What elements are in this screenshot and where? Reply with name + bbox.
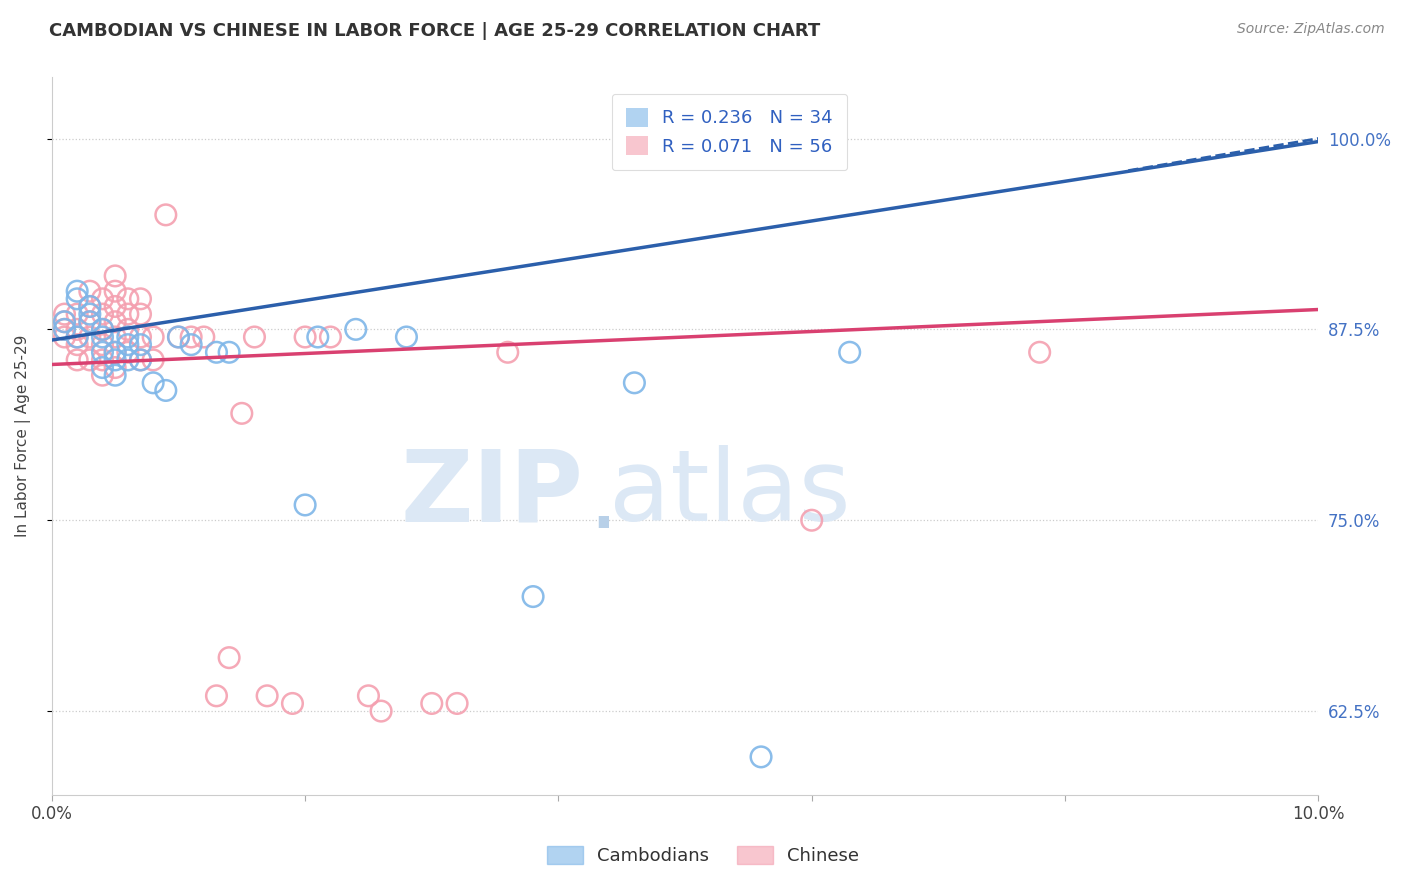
- Y-axis label: In Labor Force | Age 25-29: In Labor Force | Age 25-29: [15, 335, 31, 538]
- Point: [104, 284, 127, 298]
- Point: [307, 330, 329, 344]
- Point: [420, 697, 443, 711]
- Point: [53, 315, 76, 329]
- Text: ZIP: ZIP: [401, 445, 583, 542]
- Point: [104, 345, 127, 359]
- Text: CAMBODIAN VS CHINESE IN LABOR FORCE | AGE 25-29 CORRELATION CHART: CAMBODIAN VS CHINESE IN LABOR FORCE | AG…: [49, 22, 821, 40]
- Text: .: .: [586, 452, 619, 549]
- Point: [91, 360, 114, 375]
- Point: [117, 345, 139, 359]
- Point: [66, 352, 89, 367]
- Point: [104, 352, 127, 367]
- Point: [129, 337, 152, 351]
- Point: [91, 337, 114, 351]
- Point: [256, 689, 278, 703]
- Point: [117, 307, 139, 321]
- Point: [53, 322, 76, 336]
- Point: [91, 322, 114, 336]
- Point: [155, 384, 177, 398]
- Point: [167, 330, 190, 344]
- Point: [395, 330, 418, 344]
- Point: [117, 330, 139, 344]
- Point: [205, 345, 228, 359]
- Point: [294, 330, 316, 344]
- Point: [104, 315, 127, 329]
- Point: [79, 352, 101, 367]
- Point: [496, 345, 519, 359]
- Point: [129, 307, 152, 321]
- Point: [167, 330, 190, 344]
- Point: [129, 352, 152, 367]
- Point: [79, 330, 101, 344]
- Point: [623, 376, 645, 390]
- Point: [243, 330, 266, 344]
- Point: [142, 376, 165, 390]
- Point: [180, 330, 202, 344]
- Point: [66, 322, 89, 336]
- Point: [281, 697, 304, 711]
- Point: [104, 330, 127, 344]
- Point: [91, 368, 114, 383]
- Point: [117, 337, 139, 351]
- Point: [66, 337, 89, 351]
- Point: [66, 330, 89, 344]
- Point: [319, 330, 342, 344]
- Text: Source: ZipAtlas.com: Source: ZipAtlas.com: [1237, 22, 1385, 37]
- Point: [104, 360, 127, 375]
- Point: [79, 284, 101, 298]
- Point: [53, 330, 76, 344]
- Point: [749, 750, 772, 764]
- Point: [53, 307, 76, 321]
- Point: [1028, 345, 1050, 359]
- Point: [66, 292, 89, 306]
- Text: atlas: atlas: [609, 445, 851, 542]
- Point: [53, 315, 76, 329]
- Point: [53, 322, 76, 336]
- Point: [142, 352, 165, 367]
- Point: [91, 322, 114, 336]
- Point: [800, 513, 823, 527]
- Point: [129, 352, 152, 367]
- Point: [344, 322, 367, 336]
- Point: [129, 330, 152, 344]
- Point: [357, 689, 380, 703]
- Point: [66, 284, 89, 298]
- Point: [294, 498, 316, 512]
- Point: [370, 704, 392, 718]
- Point: [180, 337, 202, 351]
- Point: [142, 330, 165, 344]
- Point: [79, 315, 101, 329]
- Point: [129, 292, 152, 306]
- Legend: R = 0.236   N = 34, R = 0.071   N = 56: R = 0.236 N = 34, R = 0.071 N = 56: [612, 94, 848, 170]
- Point: [79, 300, 101, 314]
- Point: [79, 307, 101, 321]
- Point: [218, 650, 240, 665]
- Point: [155, 208, 177, 222]
- Point: [91, 352, 114, 367]
- Point: [522, 590, 544, 604]
- Point: [218, 345, 240, 359]
- Point: [79, 315, 101, 329]
- Point: [91, 307, 114, 321]
- Point: [104, 300, 127, 314]
- Point: [66, 307, 89, 321]
- Point: [446, 697, 468, 711]
- Point: [91, 345, 114, 359]
- Point: [104, 268, 127, 283]
- Point: [231, 406, 253, 420]
- Legend: Cambodians, Chinese: Cambodians, Chinese: [540, 838, 866, 872]
- Point: [66, 330, 89, 344]
- Point: [117, 322, 139, 336]
- Point: [193, 330, 215, 344]
- Point: [79, 300, 101, 314]
- Point: [104, 368, 127, 383]
- Point: [117, 292, 139, 306]
- Point: [91, 330, 114, 344]
- Point: [838, 345, 860, 359]
- Point: [117, 352, 139, 367]
- Point: [104, 345, 127, 359]
- Point: [205, 689, 228, 703]
- Point: [91, 292, 114, 306]
